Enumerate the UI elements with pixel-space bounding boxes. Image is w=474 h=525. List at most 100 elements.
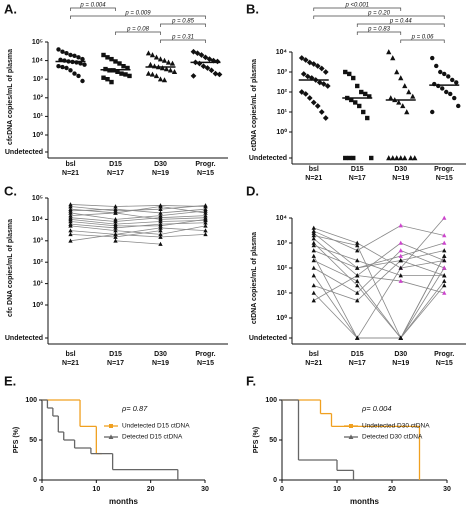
data-point: [203, 217, 208, 222]
data-point: [311, 253, 316, 258]
y-tick-label: 10¹: [277, 109, 288, 116]
x-tick-label: D15: [109, 351, 122, 358]
data-point: [355, 258, 360, 263]
annotation: ρ= 0.87: [121, 404, 148, 413]
y-tick-label: 10⁴: [32, 57, 44, 64]
data-point: [343, 69, 348, 75]
patient-line: [313, 275, 445, 339]
data-point: [442, 240, 447, 245]
data-point: [442, 71, 447, 77]
data-point: [402, 83, 408, 89]
y-tick-label: 100: [25, 397, 37, 404]
data-point: [82, 62, 87, 67]
y-tick-label: 10⁴: [32, 216, 44, 223]
data-point: [398, 223, 403, 228]
comparison-label: p = 0.83: [367, 27, 391, 33]
data-point: [113, 210, 118, 215]
data-point: [109, 56, 114, 62]
data-point: [149, 52, 156, 58]
y-tick-label: 10⁰: [32, 131, 43, 139]
data-point: [310, 99, 317, 106]
data-point: [430, 109, 435, 115]
data-point: [320, 81, 327, 87]
data-point: [302, 91, 309, 97]
y-axis-label: ctDNA copies/mL of plasma: [251, 232, 258, 324]
data-point: [157, 76, 164, 82]
patient-line: [70, 210, 206, 220]
data-point: [369, 155, 374, 161]
data-point: [158, 219, 163, 224]
data-point: [353, 100, 358, 105]
data-point: [203, 232, 208, 237]
data-point: [398, 273, 403, 278]
data-point: [113, 219, 118, 224]
data-point: [105, 77, 110, 82]
data-point: [68, 208, 73, 213]
x-tick-label: 0: [40, 486, 44, 493]
data-point: [446, 74, 451, 79]
x-tick-sublabel: N=21: [305, 175, 322, 182]
data-point: [161, 57, 168, 63]
data-point: [121, 63, 126, 69]
data-point: [68, 68, 73, 73]
x-tick-sublabel: N=19: [152, 360, 169, 367]
data-point: [158, 215, 163, 220]
data-point: [113, 228, 118, 233]
patient-line: [313, 242, 445, 339]
data-point: [105, 55, 110, 60]
x-tick-sublabel: N=15: [436, 360, 453, 367]
x-tick-label: D30: [394, 351, 407, 358]
data-point: [216, 71, 223, 78]
data-point: [298, 55, 305, 61]
data-point: [163, 66, 170, 72]
data-point: [158, 221, 163, 226]
data-point: [434, 63, 439, 69]
data-point: [367, 94, 372, 99]
y-axis-label: PFS (%): [13, 427, 20, 453]
x-tick-sublabel: N=19: [392, 360, 409, 367]
data-point: [123, 72, 128, 77]
data-point: [158, 204, 163, 209]
patient-line: [70, 208, 206, 214]
patient-line: [70, 215, 206, 222]
data-point: [311, 298, 316, 303]
data-point: [355, 298, 360, 303]
data-point: [349, 97, 354, 103]
data-point: [444, 89, 449, 95]
y-tick-label: Undetected: [5, 335, 43, 342]
y-tick-label: 10¹: [33, 280, 44, 287]
data-point: [158, 228, 163, 233]
data-point: [298, 89, 305, 95]
data-point: [357, 103, 362, 109]
x-tick-label: D30: [154, 351, 167, 358]
data-point: [442, 248, 447, 253]
data-point: [355, 265, 360, 270]
data-point: [442, 273, 447, 278]
data-point: [200, 63, 207, 70]
patient-line: [313, 260, 445, 301]
data-point: [456, 103, 461, 109]
data-point: [402, 155, 408, 161]
data-point: [72, 53, 77, 59]
y-tick-label: 0: [273, 477, 277, 484]
data-point: [311, 225, 316, 230]
patient-line: [313, 225, 445, 251]
legend-label: Detected D30 ctDNA: [362, 434, 423, 441]
data-point: [109, 79, 114, 85]
legend-label: Undetected D15 ctDNA: [122, 423, 190, 430]
x-tick-label: D15: [351, 166, 364, 173]
data-point: [442, 278, 447, 283]
y-tick-label: 10⁴: [276, 49, 288, 56]
x-tick-label: Progr.: [195, 351, 215, 358]
data-point: [388, 95, 394, 101]
data-point: [318, 65, 325, 72]
data-point: [390, 155, 396, 161]
data-point: [203, 228, 208, 233]
legend-label: Detected D15 ctDNA: [122, 434, 183, 441]
data-point: [113, 206, 118, 211]
data-point: [194, 50, 201, 57]
comparison-bracket: [115, 31, 161, 35]
data-point: [56, 63, 61, 69]
data-point: [442, 253, 447, 258]
x-tick-label: Progr.: [195, 161, 215, 168]
